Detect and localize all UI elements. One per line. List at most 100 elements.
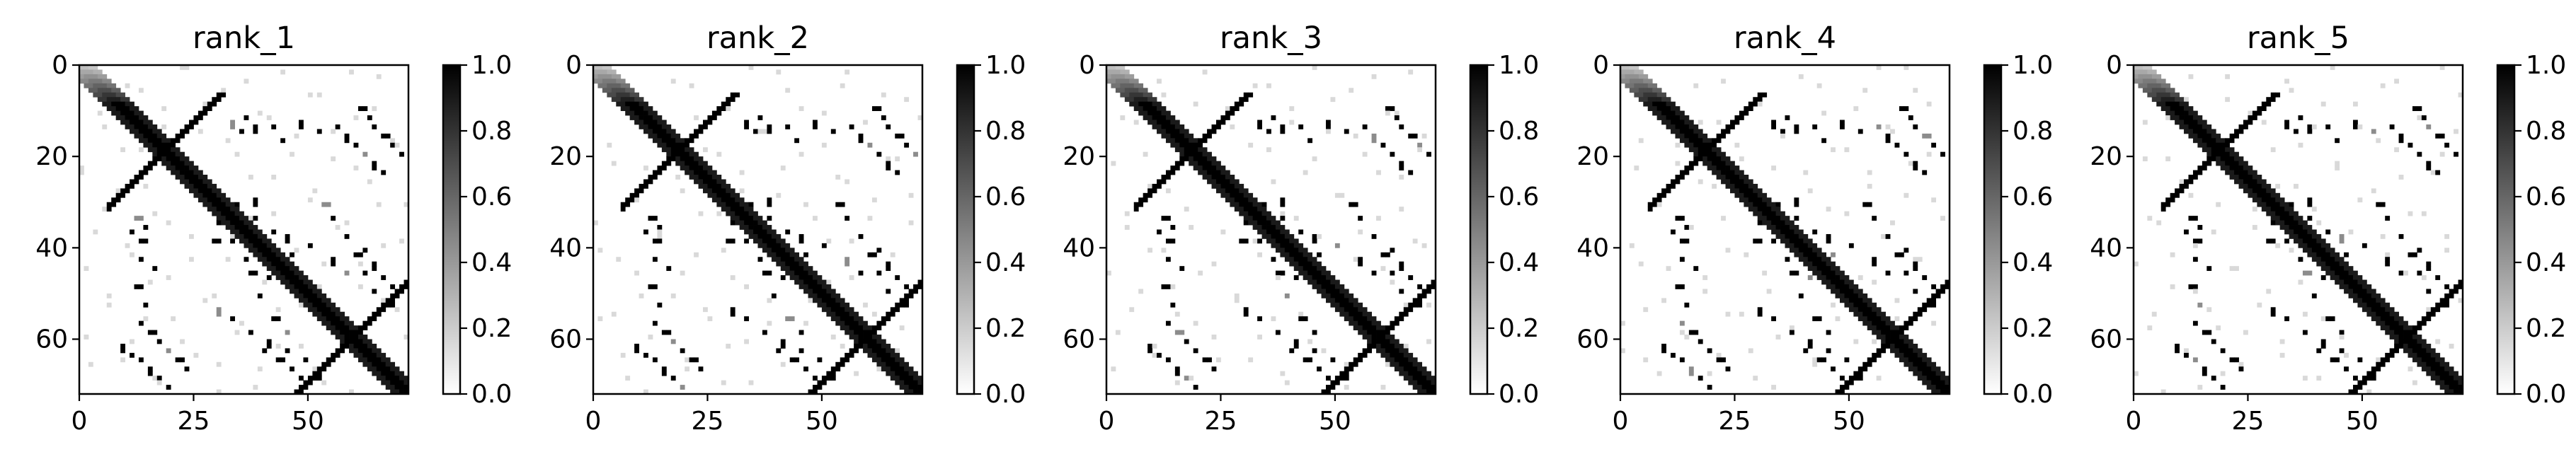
heatmap-cell [881,348,886,354]
heatmap-cell [1867,316,1872,322]
heatmap-cell [1412,302,1418,308]
heatmap-cell [1785,229,1790,235]
heatmap-cell [212,192,217,198]
heatmap-cell [230,233,235,239]
heatmap-cell [349,69,354,75]
heatmap-cell [1147,248,1152,253]
heatmap-cell [257,257,263,262]
heatmap-cell [871,352,877,358]
heatmap-cell [908,220,914,226]
heatmap-cell [1330,289,1336,294]
heatmap-cell [266,248,272,253]
heatmap-cell [1734,120,1740,125]
heatmap-cell [817,385,823,390]
heatmap-cell [1390,325,1395,330]
heatmap-cell [1225,188,1230,194]
heatmap-cell [1303,357,1308,363]
heatmap-cell [2206,307,2212,313]
heatmap-cell [652,320,658,326]
heatmap-cell [652,216,658,221]
heatmap-cell [1917,366,1923,372]
heatmap-cell [221,92,227,98]
heatmap-cell [648,216,653,221]
heatmap-cell [1211,261,1217,267]
heatmap-cell [1403,371,1409,376]
heatmap-cell [1257,207,1262,212]
heatmap-cell [266,343,272,349]
heatmap-cell [652,175,658,180]
heatmap-cell [2160,79,2166,84]
heatmap-cell [1853,302,1859,308]
heatmap-cell [1198,270,1203,276]
heatmap-cell [1330,380,1336,385]
heatmap-cell [661,371,667,376]
heatmap-cell [275,307,281,313]
heatmap-cell [2216,325,2221,330]
heatmap-cell [1358,316,1363,322]
heatmap-cell [1908,115,1913,120]
heatmap-cell [2147,69,2153,75]
heatmap-cell [776,69,782,75]
heatmap-cell [1894,335,1900,340]
heatmap-cell [331,330,336,335]
heatmap-cell [1385,361,1390,367]
heatmap-cell [381,371,387,376]
heatmap-cell [876,151,882,157]
heatmap-cell [1931,302,1937,308]
heatmap-cell [1848,289,1854,294]
heatmap-cell [257,252,263,257]
heatmap-cell [757,225,763,230]
heatmap-cell [362,248,368,253]
heatmap-cell [726,202,731,207]
heatmap-cell [1807,275,1813,280]
heatmap-cell [2234,151,2239,157]
heatmap-cell [1913,371,1918,376]
heatmap-cell [675,147,681,153]
heatmap-cell [1904,151,1909,157]
heatmap-cell [694,161,699,166]
heatmap-cell [138,110,144,116]
heatmap-cell [1807,248,1813,253]
heatmap-cell [1926,302,1932,308]
heatmap-cell [1862,316,1868,322]
heatmap-cell [904,380,910,385]
heatmap-cell [716,192,722,198]
heatmap-cell [1798,257,1804,262]
heatmap-cell [858,339,864,344]
heatmap-cell [2376,138,2381,144]
heatmap-cell [1248,197,1254,203]
heatmap-cell [1399,357,1404,363]
heatmap-cell [357,330,363,335]
heatmap-cell [275,261,281,267]
heatmap-cell [2147,79,2153,84]
heatmap-cell [239,238,244,244]
heatmap-cell [2330,248,2335,253]
heatmap-cell [1303,266,1308,272]
heatmap-cell [198,129,203,134]
heatmap-cell [2376,311,2381,317]
heatmap-cell [1289,243,1295,248]
heatmap-cell [1349,307,1354,313]
heatmap-cell [216,361,222,367]
heatmap-cell [798,284,804,289]
colorbar-tick-label: 0.4 [2526,248,2566,277]
heatmap-cell [2412,325,2417,330]
heatmap-cell [1293,275,1299,280]
heatmap-cell [1293,216,1299,221]
y-tick-label: 0 [566,51,582,80]
heatmap-cell [2435,275,2441,280]
heatmap-cell [2403,270,2408,276]
heatmap-cell [726,97,731,103]
heatmap-cell [1812,229,1818,235]
heatmap-cell [1390,348,1395,354]
heatmap-cell [1656,101,1662,107]
heatmap-cell [120,188,125,194]
heatmap-cell [744,211,749,216]
heatmap-cell [1671,120,1676,125]
heatmap-cell [1399,348,1404,354]
heatmap-cell [2311,238,2317,244]
heatmap-cell [908,385,914,390]
heatmap-cell [876,348,882,354]
heatmap-cell [1762,270,1768,276]
heatmap-cell [2170,192,2175,198]
